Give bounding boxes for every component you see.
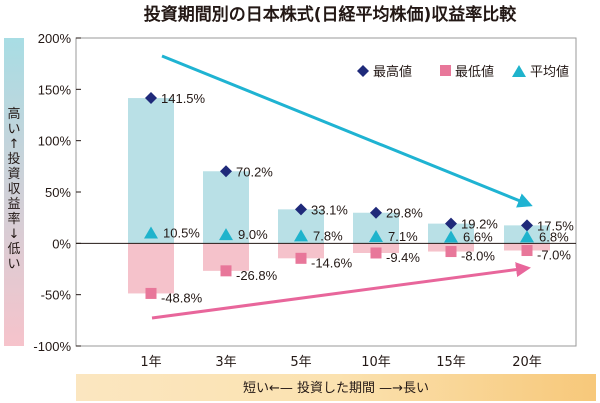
- avg-value-label: 7.1%: [388, 229, 418, 244]
- chart-title: 投資期間別の日本株式(日経平均株価)収益率比較: [144, 4, 518, 25]
- legend-label-avg: 平均値: [530, 64, 569, 80]
- y-axis: 200% 150% 100% 50% 0% -50% -100%: [33, 31, 81, 354]
- increasing-trend-arrow: [151, 262, 531, 320]
- avg-value-label: 10.5%: [163, 226, 200, 241]
- min-value-label: -14.6%: [311, 255, 353, 270]
- y-tick-label: 0%: [52, 236, 71, 251]
- legend-marker-min: [440, 65, 451, 76]
- max-value-marker: [370, 206, 382, 219]
- x-category-label: 15年: [436, 355, 466, 370]
- min-value-label: -8.0%: [461, 249, 495, 264]
- max-value-marker: [145, 92, 157, 105]
- avg-value-label: 6.8%: [539, 229, 569, 244]
- avg-value-marker: [219, 228, 233, 241]
- avg-value-marker: [294, 229, 308, 242]
- min-value-label: -26.8%: [236, 268, 278, 283]
- min-value-marker: [295, 252, 307, 264]
- y-axis-note-arrow: ↑: [9, 137, 20, 152]
- decreasing-trend-arrow: [161, 54, 533, 208]
- max-value-label: 33.1%: [311, 202, 348, 217]
- x-category-label: 5年: [290, 355, 311, 370]
- data-markers: [144, 92, 534, 299]
- y-tick-label: -50%: [41, 288, 72, 303]
- min-value-label: -7.0%: [537, 248, 571, 263]
- negative-range-bar: [278, 243, 324, 259]
- max-value-marker: [521, 219, 533, 232]
- y-axis-note-text: 投資収益率: [7, 151, 20, 227]
- legend-marker-max: [357, 65, 369, 77]
- x-category-label: 1年: [140, 355, 161, 370]
- data-labels: 141.5% -48.8% 10.5% 70.2% -26.8% 9.0% 33.1% -14…: [161, 91, 574, 305]
- x-axis-note-band: [76, 374, 596, 401]
- positive-range-bar: [128, 98, 174, 244]
- max-value-label: 29.8%: [386, 206, 423, 221]
- x-category-label: 10年: [361, 355, 391, 370]
- legend-marker-avg: [512, 65, 526, 77]
- min-value-marker: [145, 287, 157, 299]
- x-axis-note: 短い←— 投資した期間 —→長い: [243, 380, 429, 396]
- y-tick-label: 50%: [45, 185, 71, 200]
- max-value-label: 141.5%: [161, 91, 206, 106]
- legend-label-max: 最高値: [373, 64, 412, 80]
- max-value-label: 70.2%: [236, 164, 273, 179]
- avg-value-marker: [520, 230, 534, 243]
- max-value-marker: [445, 217, 457, 230]
- y-axis-note: 高い↑投資収益率↓低い: [7, 106, 20, 272]
- x-category-label: 20年: [512, 355, 542, 370]
- y-tick-label: -100%: [33, 339, 71, 354]
- avg-value-marker: [144, 226, 158, 239]
- avg-value-label: 9.0%: [238, 227, 268, 242]
- max-value-label: 19.2%: [461, 217, 498, 232]
- legend: 最高値 最低値 平均値: [357, 64, 569, 80]
- min-value-label: -48.8%: [161, 290, 203, 305]
- y-tick-label: 200%: [38, 31, 72, 46]
- min-value-label: -9.4%: [386, 250, 420, 265]
- min-value-marker: [521, 245, 533, 257]
- y-axis-note-band: [4, 38, 24, 346]
- min-value-marker: [220, 265, 232, 277]
- y-axis-note-text: 高い: [7, 106, 20, 137]
- avg-value-marker: [369, 230, 383, 243]
- min-value-marker: [445, 246, 457, 258]
- min-value-marker: [370, 247, 382, 259]
- y-tick-label: 150%: [38, 82, 72, 97]
- y-axis-note-arrow: ↓: [9, 227, 20, 242]
- max-value-marker: [295, 203, 307, 216]
- legend-label-min: 最低値: [455, 64, 494, 80]
- y-tick-label: 100%: [38, 134, 72, 149]
- negative-range-bar: [128, 243, 174, 294]
- x-category-label: 3年: [215, 355, 236, 370]
- avg-value-label: 6.6%: [463, 230, 493, 245]
- x-axis: 1年 3年 5年 10年 15年 20年: [140, 355, 541, 370]
- max-value-marker: [220, 165, 232, 178]
- avg-value-marker: [444, 230, 458, 243]
- avg-value-label: 7.8%: [313, 228, 343, 243]
- y-axis-note-text: 低い: [7, 242, 20, 272]
- max-value-label: 17.5%: [537, 218, 574, 233]
